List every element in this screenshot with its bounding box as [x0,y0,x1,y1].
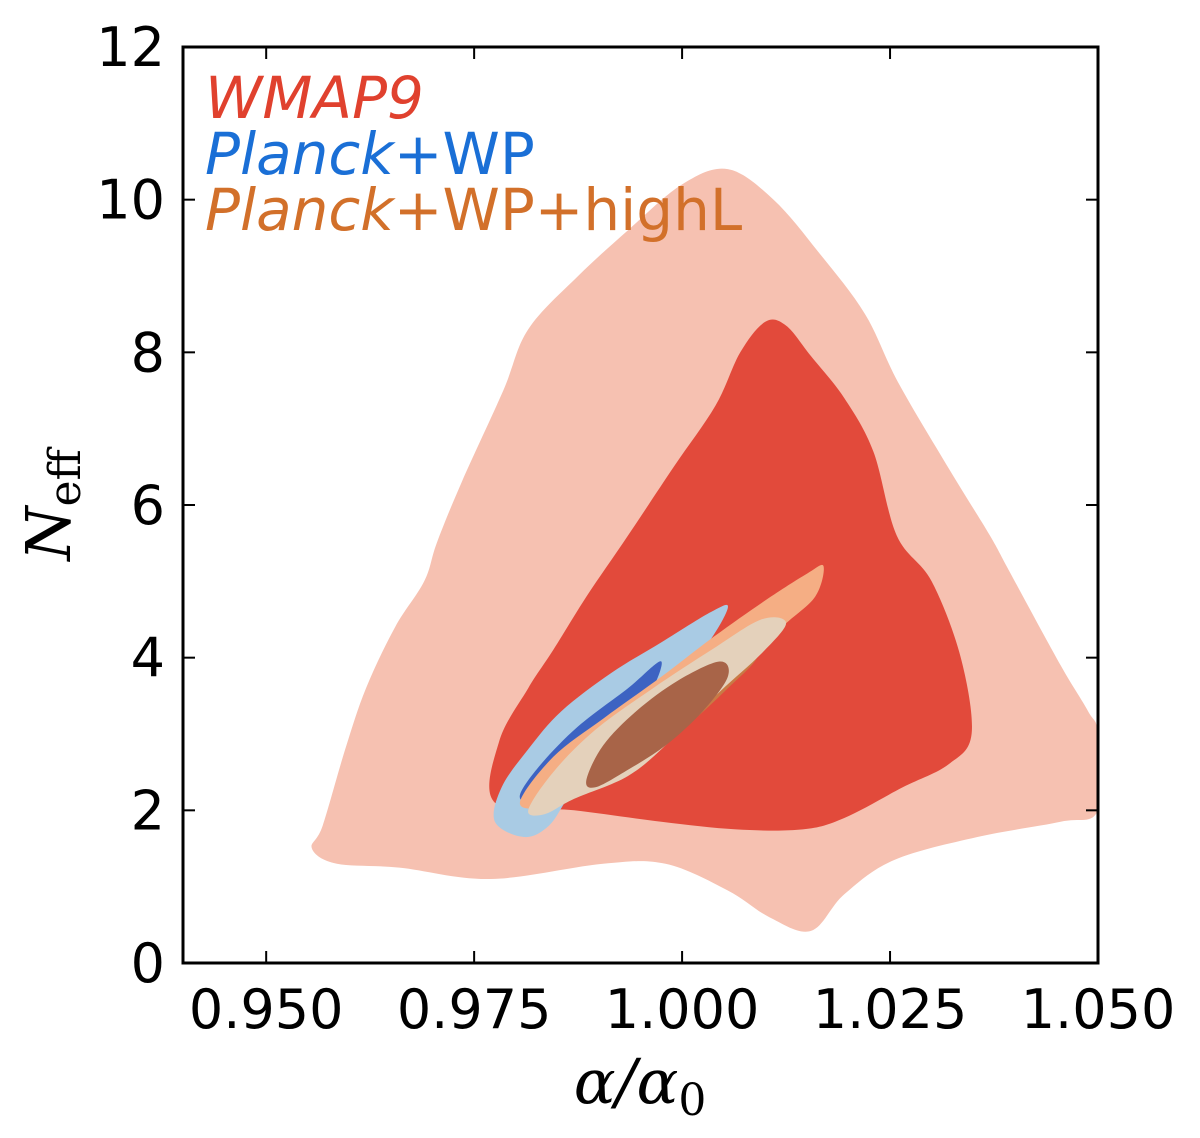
x-tick-label: 1.025 [813,978,968,1041]
y-tick-label: 10 [96,169,165,232]
x-tick-label: 0.950 [189,978,344,1041]
legend-entry: Planck+WP [205,120,535,188]
y-axis-title: Neff [12,446,91,562]
plot-frame [181,45,1100,965]
legend-entry: WMAP9 [205,64,424,132]
y-tick-label: 0 [131,932,165,995]
y-tick-label: 2 [131,779,165,842]
tick-layer: 0.950 0.975 1.000 1.025 1.050 0 2 4 6 8 10 12 [96,16,1175,1041]
y-tick-label: 12 [96,16,165,79]
y-tick-label: 8 [131,321,165,384]
y-tick-label: 6 [131,474,165,537]
x-tick-label: 0.975 [397,978,552,1041]
legend-entry: Planck+WP+highL [205,176,742,244]
x-tick-label: 1.000 [605,978,760,1041]
y-tick-label: 4 [131,627,165,690]
x-tick-label: 1.050 [1021,978,1176,1041]
contour-layer [311,168,1098,932]
contour-planck-wp-highl-overlap-68 [586,661,729,788]
x-axis-title: α/α0 [574,1045,707,1126]
